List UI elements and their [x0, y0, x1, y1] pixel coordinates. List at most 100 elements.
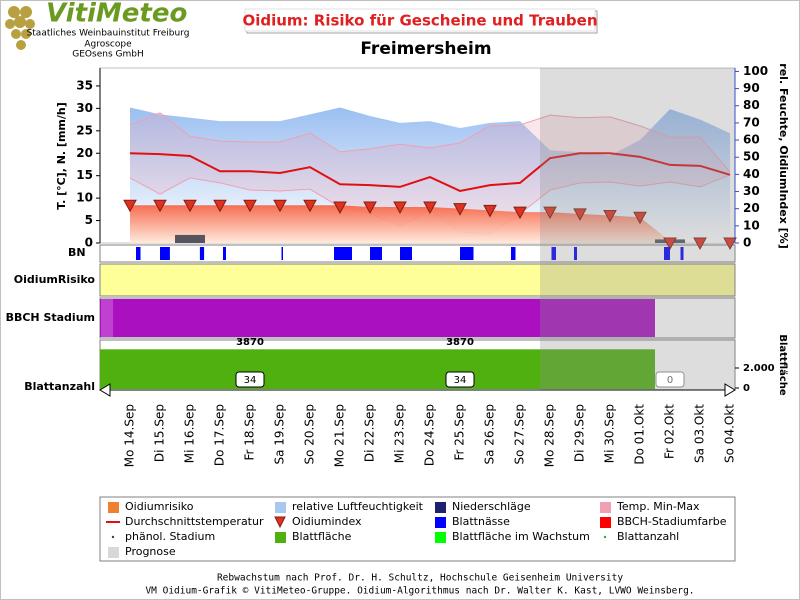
legend-label: Oidiumrisiko [125, 500, 194, 513]
y2-tick-label: 30 [743, 184, 760, 198]
oidium-index-marker [393, 201, 407, 215]
y3-axis-label: Blattfläche [777, 334, 788, 396]
row-label: OidiumRisiko [14, 273, 96, 286]
oidium-index-marker [543, 206, 557, 220]
precip-bar [175, 234, 205, 243]
y2-tick-label: 60 [743, 133, 760, 147]
leaf-area [565, 349, 595, 389]
legend-label: Niederschläge [452, 500, 531, 513]
leaf-wetness [680, 247, 684, 260]
org-line: Agroscope [84, 40, 132, 50]
x-tick-label: So 20.Sep [303, 404, 317, 464]
legend-label: Temp. Min-Max [616, 500, 700, 513]
leaf-area [385, 349, 415, 389]
legend-key [600, 517, 611, 528]
y2-tick-label: 100 [743, 64, 768, 78]
oidium-index-marker [483, 204, 497, 218]
legend-box [99, 496, 736, 562]
leaf-count: 34 [445, 371, 475, 388]
logo-grapes [5, 6, 35, 50]
legend-key [600, 502, 611, 513]
x-tick-label: Fr 18.Sep [243, 404, 257, 460]
bbch-stage [505, 299, 535, 337]
bbch-stage [475, 299, 505, 337]
legend-key [435, 517, 446, 528]
y-axis-label: T. [°C], N. [mm/h] [55, 102, 68, 210]
y2-tick-label: 90 [743, 81, 760, 95]
bbch-stage [295, 299, 325, 337]
x-tick-label: Mi 23.Sep [393, 404, 407, 463]
x-tick-label: So 27.Sep [513, 404, 527, 464]
x-tick-label: So 04.Okt [723, 404, 737, 463]
leaf-area [475, 349, 505, 389]
leaf-area [325, 349, 355, 389]
oidium-index-marker [243, 199, 257, 213]
legend-label: relative Luftfeuchtigkeit [292, 500, 424, 513]
leaf-wetness [199, 247, 205, 260]
y2-tick-label: 0 [743, 236, 751, 250]
y2-tick-label: 70 [743, 115, 760, 129]
leaf-count-label: 34 [454, 375, 467, 386]
leaf-count-label: 34 [244, 375, 257, 386]
legend-label: Blattnässe [452, 515, 510, 528]
legend-label: Blattfläche im Wachstum [452, 530, 590, 543]
x-tick-label: Mi 16.Sep [183, 404, 197, 463]
leaf-area [595, 349, 625, 389]
y-tick-label: 20 [76, 146, 93, 160]
y-tick-label: 35 [76, 78, 93, 92]
y-tick-label: 5 [85, 213, 93, 227]
bbch-stage [595, 299, 625, 337]
y2-tick-label: 40 [743, 167, 760, 181]
leaf-area [265, 349, 295, 389]
leaf-wetness [400, 247, 412, 260]
bbch-stage [445, 299, 475, 337]
chart-subtitle: Freimersheim [360, 39, 491, 59]
legend-key [603, 535, 607, 539]
leaf-area [415, 349, 445, 389]
x-tick-label: Mo 14.Sep [123, 404, 137, 467]
org-line: Staatliches Weinbauinstitut Freiburg [27, 29, 190, 39]
oidium-index-marker [423, 201, 437, 215]
legend-key [275, 502, 286, 513]
bbch-stage [205, 299, 235, 337]
oidium-index-marker [153, 199, 167, 213]
chart-title: Oidium: Risiko für Gescheine und Trauben [242, 12, 597, 30]
footer: Rebwachstum nach Prof. Dr. H. Schultz, H… [217, 573, 623, 584]
x-axis-arrow [724, 383, 736, 397]
y2-tick-label: 10 [743, 218, 760, 232]
x-tick-label: Mo 28.Sep [543, 404, 557, 467]
leaf-area [295, 349, 325, 389]
forecast-overlay [540, 68, 735, 390]
leaf-wetness [664, 247, 670, 260]
leaf-wetness [370, 247, 382, 260]
y-tick-label: 25 [76, 123, 93, 137]
leaf-wetness [334, 247, 352, 260]
bbch-stage [415, 299, 445, 337]
legend-key [108, 502, 119, 513]
legend-key [435, 502, 446, 513]
leaf-wetness [136, 247, 141, 260]
x-tick-label: Mi 30.Sep [603, 404, 617, 463]
x-tick-label: Do 24.Sep [423, 404, 437, 466]
y-tick-label: 10 [76, 191, 93, 205]
oidium-index-marker [663, 237, 677, 251]
row-label: BBCH Stadium [6, 311, 95, 324]
x-axis-arrow [99, 383, 111, 397]
leaf-area-label: 3870 [446, 337, 474, 348]
x-tick-label: Do 01.Okt [633, 404, 647, 465]
bbch-stage [535, 299, 565, 337]
bbch-stage [145, 299, 175, 337]
oidium-index-marker [213, 199, 227, 213]
leaf-count: 34 [235, 371, 265, 388]
title-box [244, 8, 596, 32]
leaf-wetness [460, 247, 474, 260]
leaf-area [355, 349, 385, 389]
legend-key [435, 532, 446, 543]
bbch-stage [325, 299, 355, 337]
risk-row [99, 263, 736, 297]
oidium-index-marker [693, 237, 707, 251]
bbch-stage [265, 299, 295, 337]
leaf-wetness [160, 247, 170, 260]
oidium-index-marker [603, 210, 617, 223]
